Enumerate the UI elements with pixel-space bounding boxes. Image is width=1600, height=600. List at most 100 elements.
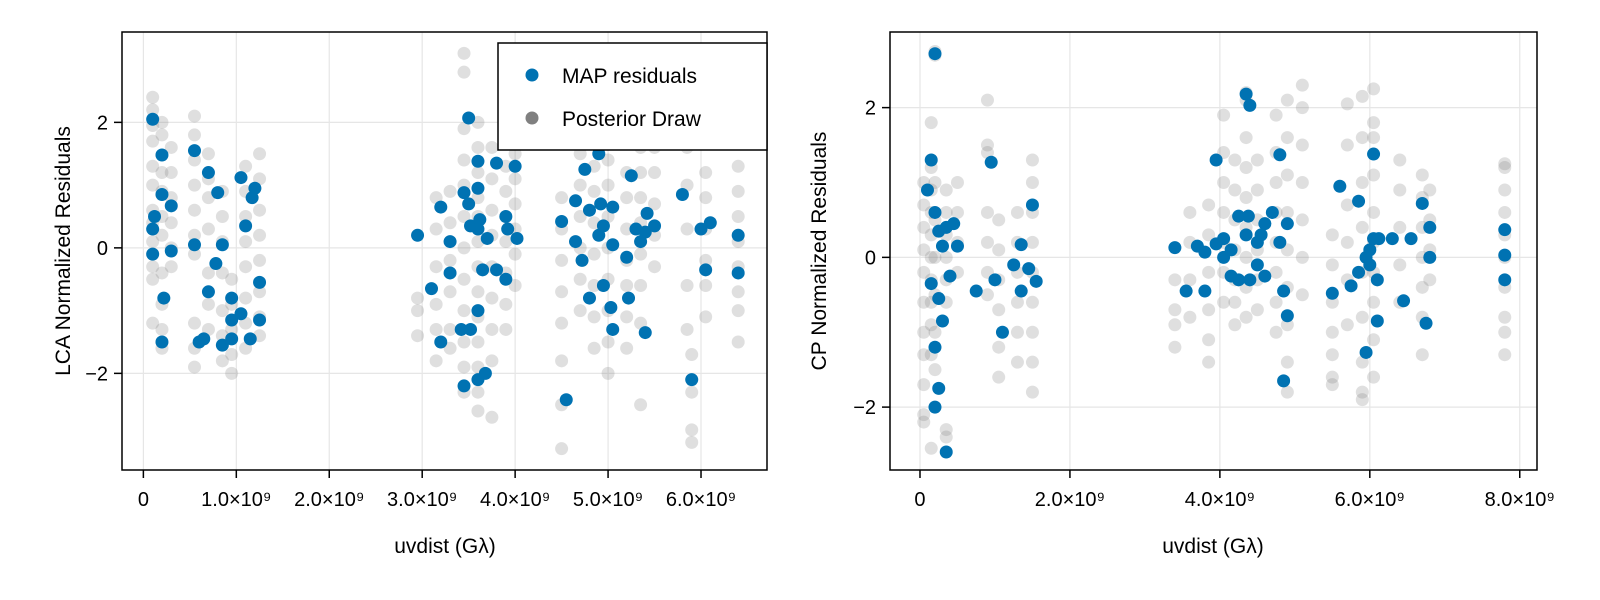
posterior-draw-point [1239,190,1253,204]
right-xlabel: uvdist (Gλ) [1162,535,1264,558]
posterior-draw-point [187,228,201,242]
legend-marker-map [525,68,539,82]
posterior-draw-point [1217,108,1231,122]
posterior-draw-point [601,335,615,349]
posterior-draw-point [471,166,485,180]
map-residual-point [1404,232,1418,246]
posterior-draw-point [1367,295,1381,309]
posterior-draw-point [155,128,169,142]
posterior-draw-point [457,335,471,349]
posterior-draw-point [1280,168,1294,182]
posterior-draw-point [587,279,601,293]
map-residual-point [457,379,471,393]
posterior-draw-point [1367,205,1381,219]
posterior-draw-point [1217,295,1231,309]
posterior-draw-point [457,122,471,136]
map-residual-point [1243,98,1257,112]
map-residual-point [1397,294,1411,308]
legend-label-map: MAP residuals [562,65,697,88]
map-residual-point [164,244,178,258]
posterior-draw-point [1415,280,1429,294]
posterior-draw-point [457,241,471,255]
legend-marker-posterior [525,111,539,125]
posterior-draw-point [215,354,229,368]
map-residual-point [146,247,160,261]
map-residuals-series [920,47,1512,459]
posterior-draw-point [508,279,522,293]
posterior-draw-point [457,65,471,79]
posterior-draw-point [1280,131,1294,145]
x-tick-label: 2.0×10⁹ [1035,489,1105,511]
map-residual-point [932,224,946,238]
posterior-draw-point [1355,355,1369,369]
posterior-draw-point [939,250,953,264]
posterior-draw-point [1325,258,1339,272]
posterior-draw-point [1393,258,1407,272]
posterior-draw-point [1202,333,1216,347]
y-tick-label: −2 [853,397,876,419]
posterior-draw-series [917,44,1512,455]
map-residual-point [1498,248,1512,262]
map-residual-point [685,373,699,387]
map-residual-point [1239,87,1253,101]
posterior-draw-point [239,159,253,173]
posterior-draw-point [1325,378,1339,392]
posterior-draw-point [1269,325,1283,339]
posterior-draw-point [555,253,569,267]
map-residual-point [1277,374,1291,388]
map-residual-point [146,112,160,126]
posterior-draw-point [499,322,513,336]
posterior-draw-point [1367,333,1381,347]
map-residual-point [943,269,957,283]
map-residual-point [984,155,998,169]
posterior-draw-point [443,341,457,355]
posterior-draw-point [928,363,942,377]
posterior-draw-point [1250,303,1264,317]
posterior-draw-point [187,109,201,123]
posterior-draw-point [429,354,443,368]
posterior-draw-point [508,247,522,261]
posterior-draw-point [457,46,471,60]
posterior-draw-point [155,266,169,280]
posterior-draw-point [587,247,601,261]
posterior-draw-point [508,197,522,211]
axes-frame [889,31,1538,471]
posterior-draw-point [917,415,931,429]
posterior-draw-point [253,285,267,299]
posterior-draw-point [939,423,953,437]
posterior-draw-point [731,184,745,198]
map-residual-point [209,257,223,271]
map-residual-point [462,197,476,211]
posterior-draw-point [471,335,485,349]
posterior-draw-point [1295,101,1309,115]
map-residual-point [935,239,949,253]
map-residual-point [606,200,620,214]
posterior-draw-point [731,159,745,173]
posterior-draw-point [164,166,178,180]
posterior-draw-point [1340,138,1354,152]
posterior-draw-point [155,166,169,180]
map-residual-point [157,291,171,305]
posterior-draw-point [1025,175,1039,189]
map-residual-point [1232,209,1246,223]
posterior-draw-point [620,222,634,236]
posterior-draw-point [1168,303,1182,317]
posterior-draw-point [1025,235,1039,249]
posterior-draw-point [699,253,713,267]
axes-frame [121,31,768,471]
posterior-draw-point [699,310,713,324]
map-residual-point [501,222,515,236]
map-residual-point [596,279,610,293]
map-residual-point [620,250,634,264]
map-residual-point [1344,279,1358,293]
map-residual-point [924,277,938,291]
map-residual-point [499,272,513,286]
posterior-draw-point [499,235,513,249]
posterior-draw-point [699,166,713,180]
map-residual-point [499,209,513,223]
posterior-draw-point [1340,97,1354,111]
posterior-draw-point [215,209,229,223]
map-residual-point [146,222,160,236]
posterior-draw-point [1228,295,1242,309]
